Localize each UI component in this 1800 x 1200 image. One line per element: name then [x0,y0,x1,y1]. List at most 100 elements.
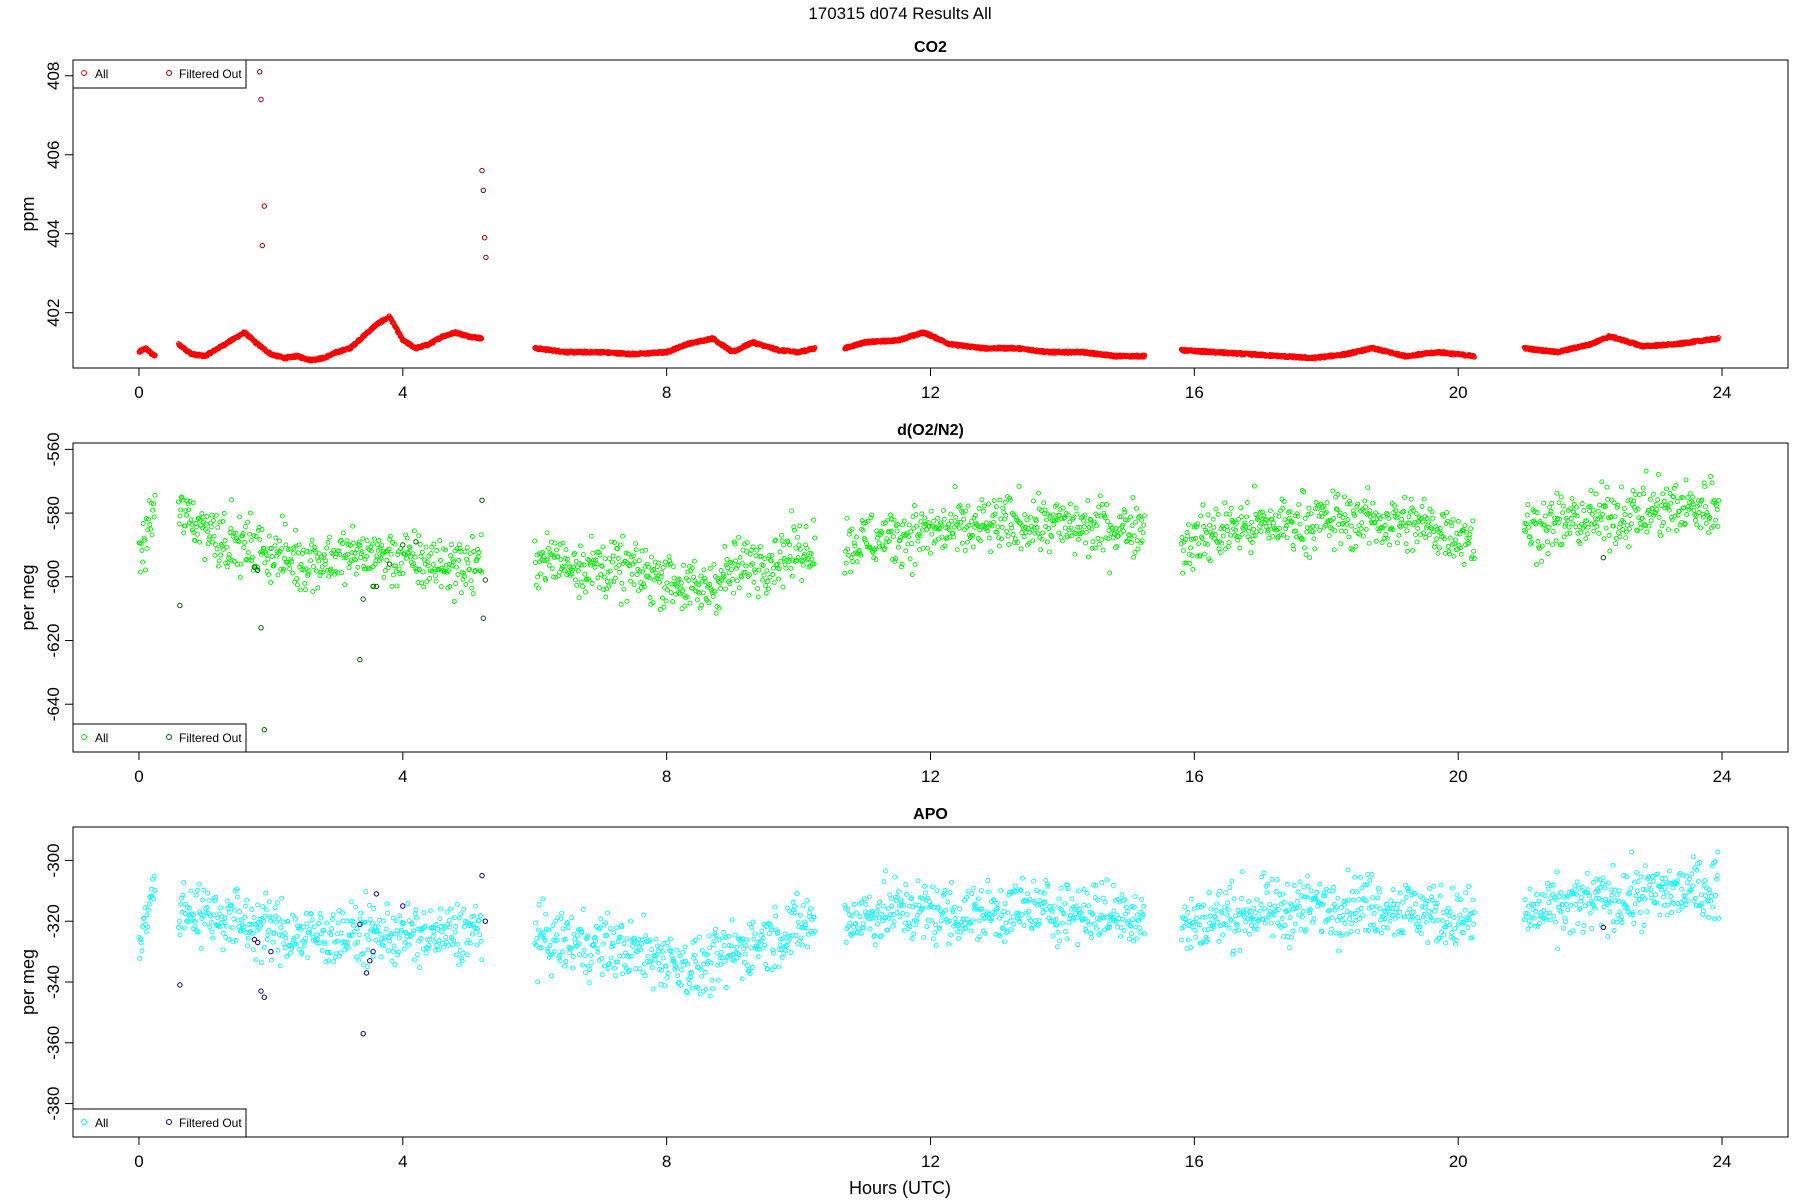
o2n2-point [796,542,802,548]
o2n2-point [1238,505,1244,511]
o2n2-point [988,549,994,555]
o2n2-point [311,564,316,570]
o2n2-point [287,566,293,572]
o2n2-point [1040,530,1046,536]
o2n2-point [456,557,462,563]
o2n2-x-tick-label: 0 [134,767,143,786]
o2n2-point [279,513,285,519]
co2-title: CO2 [914,39,947,56]
o2n2-point [459,590,464,596]
o2n2-point [1094,523,1099,529]
o2n2-point [325,539,331,545]
o2n2-point [589,581,595,586]
o2n2-point [657,579,662,585]
o2n2-point [431,541,437,547]
o2n2-point [1258,528,1264,534]
o2n2-point [582,571,588,577]
o2n2-point [1019,530,1025,536]
o2n2-point [618,601,624,607]
o2n2-point [1211,524,1217,530]
o2n2-point [770,572,776,577]
o2n2-point [420,569,426,575]
o2n2-point [1130,495,1136,501]
co2-point [479,336,485,341]
o2n2-point [915,538,921,544]
o2n2-point [275,572,281,578]
o2n2-point [985,501,991,507]
o2n2-point [1283,523,1289,529]
o2n2-point [743,563,749,569]
o2n2-point [1198,513,1204,519]
o2n2-point [290,570,295,576]
o2n2-point [276,538,282,544]
o2n2-point [780,584,786,590]
o2n2-point [1249,519,1254,525]
o2n2-point [1296,502,1302,508]
o2n2-point [578,579,584,585]
o2n2-point [282,556,287,561]
o2n2-point [344,538,350,544]
co2-filtered-points [257,69,489,261]
o2n2-point [563,547,569,553]
o2n2-point [663,598,669,604]
o2n2-point [354,547,360,552]
o2n2-point [1302,545,1307,551]
o2n2-point [912,561,918,567]
o2n2-point [588,533,594,539]
o2n2-point [964,539,970,545]
o2n2-point [789,573,795,579]
o2n2-point [590,550,596,556]
o2n2-point [647,595,653,600]
o2n2-point [711,561,717,567]
o2n2-point [572,577,578,583]
o2n2-point [308,558,314,564]
o2n2-point [612,575,618,581]
o2n2-point [1205,512,1211,518]
o2n2-point [1135,546,1141,552]
o2n2-point [197,539,203,545]
o2n2-point [1000,505,1006,511]
o2n2-point [1003,512,1009,518]
o2n2-point [546,545,551,551]
o2n2-point [754,547,760,553]
o2n2-point [1044,517,1049,523]
o2n2-point [371,536,377,542]
o2n2-point [687,600,693,606]
co2-plot-frame [72,59,1789,369]
o2n2-point [1030,498,1036,504]
o2n2-point [438,584,444,590]
o2n2-point [761,572,767,578]
co2-x-tick-label: 12 [921,383,940,402]
o2n2-point [538,571,543,577]
o2n2-point [456,542,462,548]
o2n2-point [694,597,700,603]
o2n2-point [580,552,586,558]
o2n2-point [911,503,917,508]
o2n2-point [682,603,688,609]
o2n2-point [701,567,707,573]
o2n2-point [1290,543,1296,548]
o2n2-point [1035,530,1041,536]
co2-all-points [136,313,1721,364]
o2n2-point [691,574,697,580]
o2n2-point [602,556,608,562]
o2n2-point [993,504,999,510]
o2n2-point [776,576,781,582]
o2n2-point [722,543,728,549]
o2n2-point [211,533,217,539]
o2n2-point [598,571,604,577]
o2n2-point [607,556,612,562]
o2n2-y-tick-label: -580 [44,496,63,530]
o2n2-point [596,585,602,591]
o2n2-point [469,534,475,539]
o2n2-point [920,545,926,551]
o2n2-point [986,535,992,541]
o2n2-point [574,582,580,588]
o2n2-point [1090,539,1096,545]
o2n2-point [1075,536,1081,542]
o2n2-point [617,569,623,575]
o2n2-point [411,528,417,534]
o2n2-point [455,572,461,577]
o2n2-point [140,559,146,565]
o2n2-point [996,543,1002,549]
